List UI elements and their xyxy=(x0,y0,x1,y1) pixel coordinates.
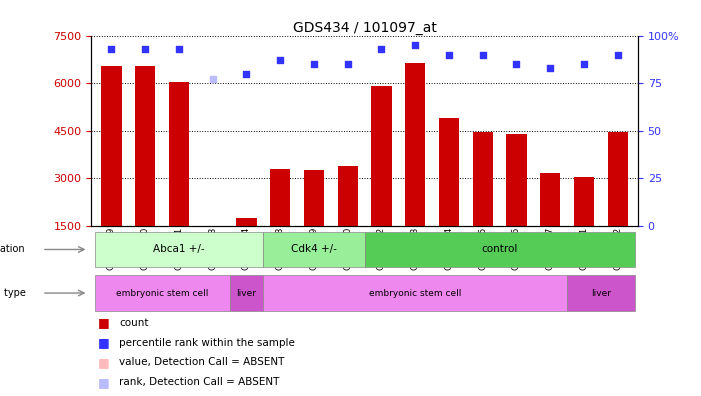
Bar xyxy=(229,275,264,311)
Text: cell type: cell type xyxy=(0,288,25,298)
Bar xyxy=(95,275,229,311)
Text: value, Detection Call = ABSENT: value, Detection Call = ABSENT xyxy=(119,357,285,367)
Bar xyxy=(203,226,223,267)
Text: liver: liver xyxy=(236,289,257,297)
Bar xyxy=(101,66,121,226)
Bar xyxy=(264,275,567,311)
Point xyxy=(612,51,623,58)
Text: embryonic stem cell: embryonic stem cell xyxy=(116,289,208,297)
Bar xyxy=(135,66,155,226)
Point xyxy=(139,46,151,52)
Bar xyxy=(608,132,628,226)
Bar xyxy=(365,232,634,267)
Point xyxy=(275,57,286,63)
Text: percentile rank within the sample: percentile rank within the sample xyxy=(119,337,295,348)
Bar xyxy=(567,275,634,311)
Point xyxy=(308,61,320,67)
Point xyxy=(240,70,252,77)
Bar xyxy=(405,63,426,226)
Point xyxy=(578,61,590,67)
Text: liver: liver xyxy=(591,289,611,297)
Point xyxy=(545,65,556,71)
Bar xyxy=(372,86,392,226)
Bar xyxy=(95,232,264,267)
Bar xyxy=(439,118,459,226)
Bar xyxy=(574,177,594,226)
Point xyxy=(511,61,522,67)
Text: embryonic stem cell: embryonic stem cell xyxy=(369,289,461,297)
Point xyxy=(342,61,353,67)
Text: ■: ■ xyxy=(98,316,110,329)
Text: ■: ■ xyxy=(98,336,110,349)
Point xyxy=(207,76,218,82)
Title: GDS434 / 101097_at: GDS434 / 101097_at xyxy=(292,21,437,34)
Text: count: count xyxy=(119,318,149,328)
Bar xyxy=(304,170,324,226)
Text: rank, Detection Call = ABSENT: rank, Detection Call = ABSENT xyxy=(119,377,280,387)
Point xyxy=(376,46,387,52)
Bar xyxy=(270,169,290,226)
Point xyxy=(477,51,489,58)
Bar xyxy=(169,82,189,226)
Text: Cdk4 +/-: Cdk4 +/- xyxy=(291,244,336,255)
Point xyxy=(106,46,117,52)
Text: genotype/variation: genotype/variation xyxy=(0,244,25,255)
Bar xyxy=(540,173,560,226)
Text: ■: ■ xyxy=(98,356,110,369)
Point xyxy=(173,46,184,52)
Bar xyxy=(236,218,257,226)
Point xyxy=(443,51,454,58)
Bar xyxy=(472,132,493,226)
Text: Abca1 +/-: Abca1 +/- xyxy=(153,244,205,255)
Text: control: control xyxy=(482,244,518,255)
Point xyxy=(409,42,421,48)
Bar xyxy=(506,134,526,226)
Text: ■: ■ xyxy=(98,376,110,388)
Bar xyxy=(264,232,365,267)
Bar xyxy=(337,166,358,226)
